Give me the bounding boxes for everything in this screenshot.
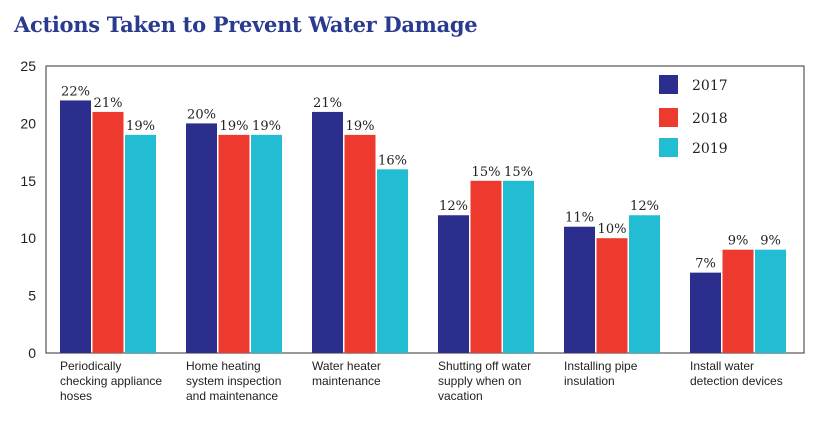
data-label: 22% (61, 84, 90, 99)
y-tick-label: 20 (20, 115, 36, 131)
data-label: 19% (220, 119, 249, 134)
bar (755, 249, 786, 353)
bar (438, 215, 469, 353)
bar (218, 134, 250, 353)
bar (312, 111, 343, 353)
data-label: 10% (598, 222, 627, 237)
x-category-label: insulation (564, 374, 615, 388)
bar (722, 249, 754, 353)
x-category-label: Periodically (60, 359, 121, 373)
data-label: 21% (94, 96, 123, 111)
data-label: 19% (126, 119, 155, 134)
data-label: 12% (439, 199, 468, 214)
legend-label: 2018 (692, 111, 728, 127)
chart-title: Actions Taken to Prevent Water Damage (14, 12, 478, 37)
bar (186, 123, 217, 354)
data-label: 19% (346, 119, 375, 134)
x-category-label: maintenance (312, 374, 381, 388)
x-category-label: vacation (438, 389, 483, 403)
legend-label: 2017 (692, 78, 728, 94)
data-label: 15% (504, 165, 533, 180)
bar (596, 238, 628, 353)
bar (690, 272, 721, 353)
legend-label: 2019 (692, 141, 728, 157)
legend-swatch (659, 108, 678, 127)
y-tick-label: 10 (20, 230, 36, 246)
y-tick-label: 5 (28, 288, 36, 304)
x-category-label: Install water (690, 359, 754, 373)
data-label: 12% (630, 199, 659, 214)
data-label: 19% (252, 119, 281, 134)
bar (564, 226, 595, 353)
x-category-label: Shutting off water (438, 359, 531, 373)
data-label: 15% (472, 165, 501, 180)
x-category-label: and maintenance (186, 389, 278, 403)
x-category-label: hoses (60, 389, 92, 403)
y-tick-label: 25 (20, 58, 36, 74)
bar (629, 215, 660, 353)
data-label: 21% (313, 96, 342, 111)
bar (60, 100, 91, 353)
data-label: 20% (187, 107, 216, 122)
x-category-label: supply when on (438, 374, 521, 388)
legend-swatch (659, 138, 678, 157)
x-category-label: checking appliance (60, 374, 162, 388)
data-label: 7% (695, 257, 716, 272)
x-category-label: system inspection (186, 374, 281, 388)
data-label: 9% (728, 234, 749, 249)
x-category-label: detection devices (690, 374, 783, 388)
bar (470, 180, 502, 353)
data-label: 16% (378, 153, 407, 168)
data-label: 11% (565, 211, 594, 226)
bar (251, 134, 282, 353)
x-category-label: Water heater (312, 359, 381, 373)
bar (503, 180, 534, 353)
y-tick-label: 15 (20, 173, 36, 189)
legend-swatch (659, 75, 678, 94)
y-tick-label: 0 (28, 345, 36, 361)
bar (377, 169, 408, 353)
x-category-label: Installing pipe (564, 359, 638, 373)
bar (344, 134, 376, 353)
data-label: 9% (760, 234, 781, 249)
x-category-label: Home heating (186, 359, 261, 373)
bar (125, 134, 156, 353)
plot-frame (45, 65, 805, 354)
bar (92, 111, 124, 353)
